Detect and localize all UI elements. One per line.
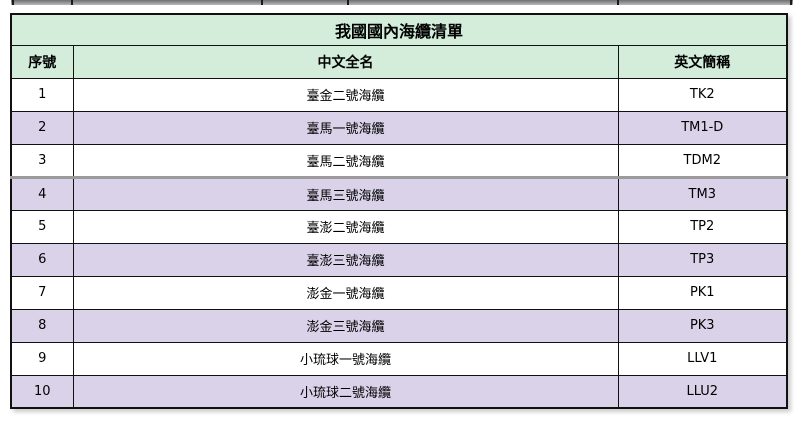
column-header-english-abbreviation: 英文簡稱 <box>617 44 788 79</box>
table-row: 5 臺澎二號海纜 TP2 <box>10 209 788 244</box>
cable-table-body: 1 臺金二號海纜 TK2 2 臺馬一號海纜 TM1-D 3 臺馬二號海纜 TDM… <box>10 77 788 409</box>
cell-serial-number: 1 <box>10 77 74 112</box>
cell-serial-number: 4 <box>10 175 74 211</box>
table-row: 1 臺金二號海纜 TK2 <box>10 77 788 112</box>
cell-english-abbreviation: TM3 <box>617 175 788 211</box>
cell-english-abbreviation: TP3 <box>617 242 788 277</box>
table-title-row: 我國國內海纜清單 <box>10 13 788 46</box>
cell-english-abbreviation: PK1 <box>617 275 788 310</box>
clipped-table-divider <box>71 0 73 5</box>
table-header-row: 序號 中文全名 英文簡稱 <box>10 44 788 79</box>
clipped-table-edge <box>11 0 793 5</box>
cell-serial-number: 7 <box>10 275 74 310</box>
cell-chinese-full-name: 臺澎二號海纜 <box>72 209 619 244</box>
cell-serial-number: 6 <box>10 242 74 277</box>
column-header-chinese-full-name: 中文全名 <box>72 44 619 79</box>
table-row: 7 澎金一號海纜 PK1 <box>10 275 788 310</box>
cell-chinese-full-name: 臺馬二號海纜 <box>72 143 619 178</box>
clipped-table-divider <box>261 0 263 5</box>
cell-english-abbreviation: TK2 <box>617 77 788 112</box>
cell-english-abbreviation: TP2 <box>617 209 788 244</box>
cell-serial-number: 10 <box>10 374 74 409</box>
cell-serial-number: 3 <box>10 143 74 178</box>
clipped-table-divider <box>617 0 619 5</box>
domestic-submarine-cable-table: 我國國內海纜清單 序號 中文全名 英文簡稱 1 臺金二號海纜 TK2 2 臺馬一… <box>10 13 789 409</box>
clipped-table-divider <box>12 0 14 5</box>
clipped-table-divider <box>790 0 792 5</box>
cell-english-abbreviation: PK3 <box>617 308 788 343</box>
table-row: 10 小琉球二號海纜 LLU2 <box>10 374 788 409</box>
cell-serial-number: 8 <box>10 308 74 343</box>
cell-chinese-full-name: 臺馬一號海纜 <box>72 110 619 145</box>
cell-chinese-full-name: 小琉球一號海纜 <box>72 341 619 376</box>
table-row: 4 臺馬三號海纜 TM3 <box>10 175 788 211</box>
cell-english-abbreviation: LLV1 <box>617 341 788 376</box>
cell-serial-number: 9 <box>10 341 74 376</box>
column-header-serial-number: 序號 <box>10 44 74 79</box>
table-row: 2 臺馬一號海纜 TM1-D <box>10 110 788 145</box>
table-row: 6 臺澎三號海纜 TP3 <box>10 242 788 277</box>
cell-chinese-full-name: 澎金三號海纜 <box>72 308 619 343</box>
cell-english-abbreviation: TM1-D <box>617 110 788 145</box>
cell-chinese-full-name: 臺澎三號海纜 <box>72 242 619 277</box>
cell-chinese-full-name: 臺馬三號海纜 <box>72 175 619 211</box>
cell-chinese-full-name: 澎金一號海纜 <box>72 275 619 310</box>
cell-serial-number: 2 <box>10 110 74 145</box>
table-row: 8 澎金三號海纜 PK3 <box>10 308 788 343</box>
cell-chinese-full-name: 小琉球二號海纜 <box>72 374 619 409</box>
cell-english-abbreviation: LLU2 <box>617 374 788 409</box>
table-row: 3 臺馬二號海纜 TDM2 <box>10 143 788 178</box>
clipped-table-divider <box>347 0 349 5</box>
cell-english-abbreviation: TDM2 <box>617 143 788 178</box>
cell-chinese-full-name: 臺金二號海纜 <box>72 77 619 112</box>
table-title: 我國國內海纜清單 <box>10 13 788 46</box>
cell-serial-number: 5 <box>10 209 74 244</box>
table-row: 9 小琉球一號海纜 LLV1 <box>10 341 788 376</box>
